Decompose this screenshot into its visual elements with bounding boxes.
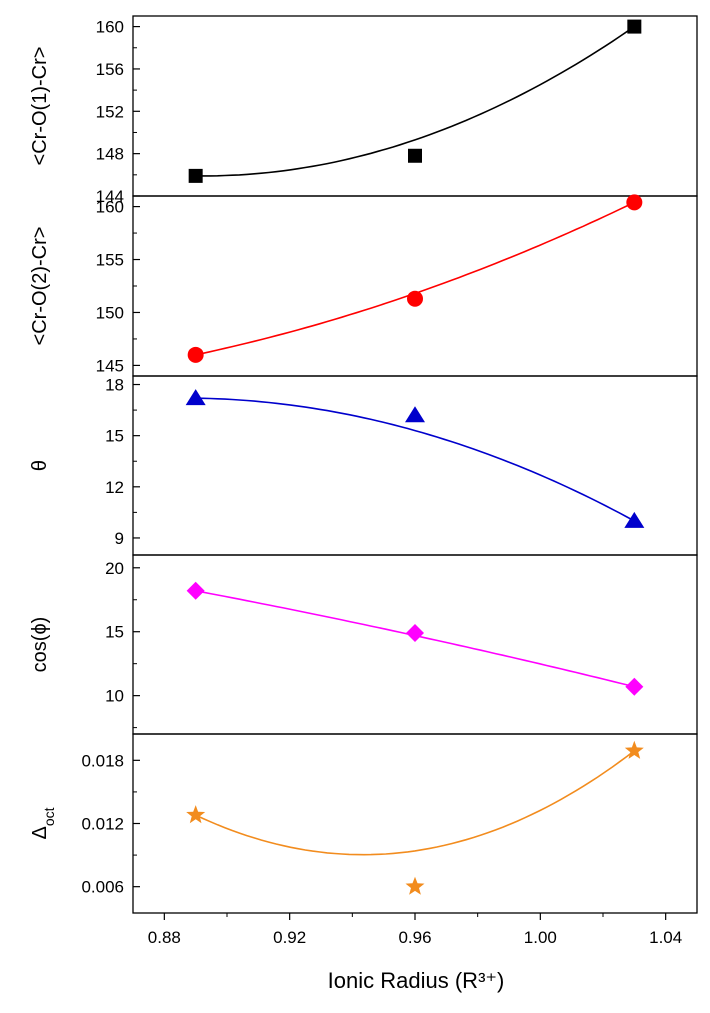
data-point — [406, 623, 424, 642]
y-axis-label: Δoct — [29, 807, 57, 839]
data-point — [188, 168, 203, 183]
panel-cosphi: 10 15 20 cos(ϕ) — [29, 554, 698, 735]
y-axis-label: <Cr-O(1)-Cr> — [29, 47, 51, 166]
y-tick-label: 160 — [96, 198, 124, 217]
y-tick-label: 144 — [96, 187, 124, 206]
chart-panels: 144 148 152 156 160 <Cr-O(1)-Cr> 145 150 155 160 <… — [29, 15, 698, 914]
data-point — [187, 346, 204, 363]
y-tick-label: 150 — [96, 303, 124, 322]
data-point — [186, 581, 205, 600]
x-tick-label: 1.04 — [649, 928, 682, 947]
data-point — [624, 740, 644, 759]
y-tick-label: 0.012 — [81, 815, 124, 834]
data-point — [625, 677, 644, 696]
panel-frame — [132, 375, 698, 556]
data-point — [186, 805, 206, 824]
y-tick-label: 18 — [105, 376, 124, 395]
data-point — [405, 406, 425, 423]
panel-theta: 9 12 15 18 θ — [29, 375, 698, 556]
y-tick-label: 155 — [96, 251, 124, 270]
panel-frame — [132, 15, 698, 197]
y-tick-label: 152 — [96, 102, 124, 121]
data-point — [627, 19, 642, 34]
y-axis-label: θ — [29, 460, 51, 471]
y-axis-label: cos(ϕ) — [29, 617, 51, 673]
y-axis-label: <Cr-O(2)-Cr> — [29, 227, 51, 346]
x-tick-label: 1.00 — [524, 928, 557, 947]
x-axis-title: Ionic Radius (R³⁺) — [328, 968, 505, 993]
y-tick-label: 148 — [96, 145, 124, 164]
fit-curve — [195, 750, 635, 856]
data-point — [407, 290, 423, 307]
panel-frame — [132, 195, 698, 377]
y-tick-label: 10 — [105, 687, 124, 706]
y-tick-label: 0.018 — [81, 751, 124, 770]
panel-delta: 0.006 0.012 0.018 Δoct — [29, 733, 698, 914]
y-tick-label: 15 — [105, 623, 124, 642]
x-tick-label: 0.96 — [398, 928, 431, 947]
data-point — [624, 511, 645, 528]
panel-cro1cr: 144 148 152 156 160 <Cr-O(1)-Cr> — [29, 15, 698, 206]
data-point — [408, 148, 422, 163]
fit-curve — [195, 25, 635, 177]
data-point — [185, 389, 206, 406]
y-tick-label: 9 — [115, 529, 124, 548]
fit-curve — [195, 397, 635, 522]
y-tick-label: 12 — [105, 478, 124, 497]
x-axis: 0.88 0.92 0.96 1.00 1.04 — [148, 913, 682, 947]
x-tick-label: 0.92 — [273, 928, 306, 947]
panel-cro2cr: 145 150 155 160 <Cr-O(2)-Cr> — [29, 194, 698, 377]
fit-curve — [195, 201, 635, 356]
y-tick-label: 156 — [96, 60, 124, 79]
y-tick-label: 145 — [96, 356, 124, 375]
y-tick-label: 20 — [105, 559, 124, 578]
y-axis-label-subscript: oct — [41, 807, 57, 826]
y-tick-label: 0.006 — [81, 878, 124, 897]
panel-frame — [132, 554, 698, 735]
y-tick-label: 15 — [105, 427, 124, 446]
x-tick-label: 0.88 — [148, 928, 181, 947]
data-point — [626, 194, 643, 211]
data-point — [405, 876, 425, 895]
y-tick-label: 160 — [96, 18, 124, 37]
